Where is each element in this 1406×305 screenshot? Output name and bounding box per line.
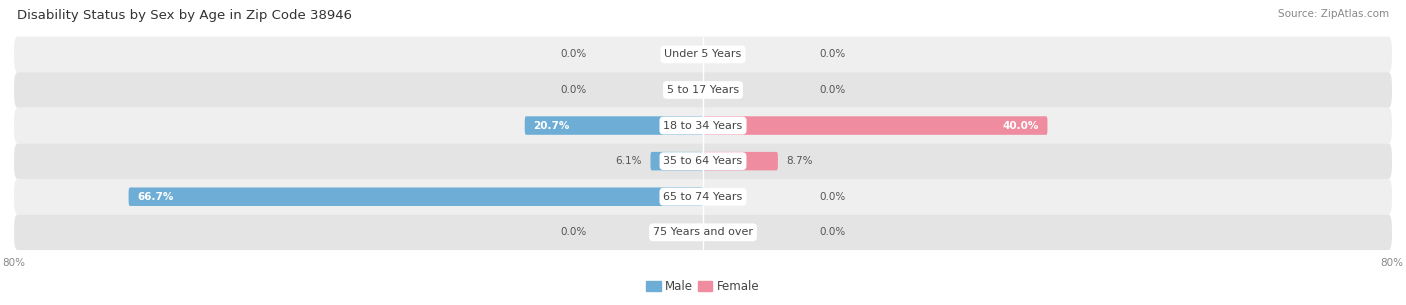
Text: 0.0%: 0.0%	[561, 85, 586, 95]
Text: 0.0%: 0.0%	[561, 49, 586, 59]
Text: 65 to 74 Years: 65 to 74 Years	[664, 192, 742, 202]
Text: Source: ZipAtlas.com: Source: ZipAtlas.com	[1278, 9, 1389, 19]
FancyBboxPatch shape	[14, 108, 1392, 143]
Text: 20.7%: 20.7%	[533, 120, 569, 131]
FancyBboxPatch shape	[524, 116, 703, 135]
FancyBboxPatch shape	[14, 214, 1392, 250]
Text: 66.7%: 66.7%	[138, 192, 173, 202]
FancyBboxPatch shape	[14, 143, 1392, 179]
Text: 35 to 64 Years: 35 to 64 Years	[664, 156, 742, 166]
FancyBboxPatch shape	[651, 152, 703, 170]
FancyBboxPatch shape	[128, 188, 703, 206]
Text: 40.0%: 40.0%	[1002, 120, 1039, 131]
Text: 0.0%: 0.0%	[820, 227, 845, 237]
Text: 8.7%: 8.7%	[786, 156, 813, 166]
Legend: Male, Female: Male, Female	[641, 275, 765, 298]
Text: 6.1%: 6.1%	[616, 156, 643, 166]
Text: 0.0%: 0.0%	[820, 49, 845, 59]
Text: 0.0%: 0.0%	[820, 192, 845, 202]
FancyBboxPatch shape	[14, 72, 1392, 108]
FancyBboxPatch shape	[703, 152, 778, 170]
FancyBboxPatch shape	[14, 37, 1392, 72]
Text: 0.0%: 0.0%	[561, 227, 586, 237]
Text: 18 to 34 Years: 18 to 34 Years	[664, 120, 742, 131]
Text: 0.0%: 0.0%	[820, 85, 845, 95]
Text: 5 to 17 Years: 5 to 17 Years	[666, 85, 740, 95]
Text: Disability Status by Sex by Age in Zip Code 38946: Disability Status by Sex by Age in Zip C…	[17, 9, 352, 22]
Text: 75 Years and over: 75 Years and over	[652, 227, 754, 237]
FancyBboxPatch shape	[703, 116, 1047, 135]
FancyBboxPatch shape	[14, 179, 1392, 214]
Text: Under 5 Years: Under 5 Years	[665, 49, 741, 59]
